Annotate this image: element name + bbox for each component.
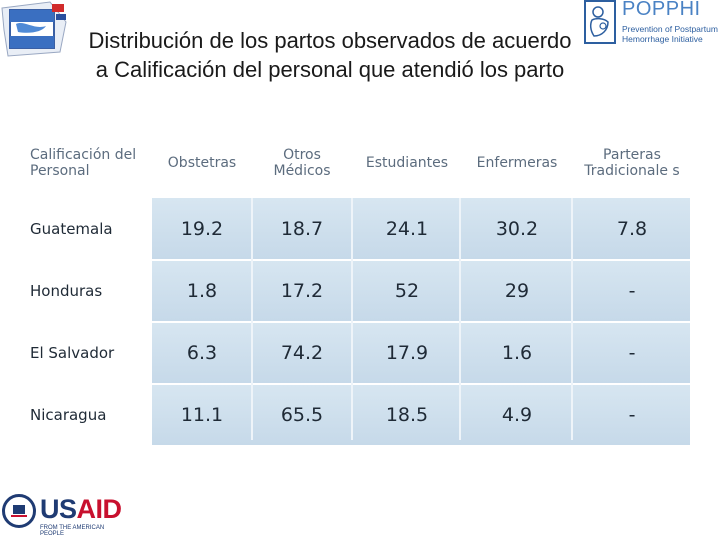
cell: -: [628, 279, 636, 302]
central-america-logo: [0, 0, 70, 58]
cell: -: [628, 341, 636, 364]
usaid-wordmark: USAID: [40, 494, 122, 524]
cell: 18.5: [385, 403, 429, 426]
cell: 7.8: [616, 217, 648, 240]
usaid-tagline: FROM THE AMERICAN PEOPLE: [40, 525, 105, 537]
row-label-bg: [22, 260, 152, 321]
cell: 18.7: [280, 217, 324, 240]
row-label-bg: [22, 384, 152, 445]
cell: 4.9: [501, 403, 533, 426]
cell: 19.2: [180, 217, 224, 240]
cell: 30.2: [495, 217, 539, 240]
cell: 6.3: [186, 341, 218, 364]
row-divider: [22, 259, 690, 261]
cell: 17.9: [385, 341, 429, 364]
row-label-guatemala: Guatemala: [30, 219, 113, 238]
table-row: [152, 198, 690, 259]
popphi-name: POPPHI: [622, 0, 701, 20]
row-label-bg: [22, 198, 152, 259]
cell: 52: [394, 279, 420, 302]
column-divider: [459, 198, 461, 440]
popphi-subtitle: Prevention of Postpartum Hemorrhage Init…: [622, 24, 718, 44]
column-divider: [251, 198, 253, 440]
table-header-row: [22, 128, 690, 198]
cell: 1.6: [501, 341, 533, 364]
table-row: [152, 322, 690, 383]
partos-table: Calificación del Personal Obstetras Otro…: [22, 128, 690, 445]
cell: 11.1: [180, 403, 224, 426]
header-calificacion: Calificación del Personal: [30, 147, 137, 179]
popphi-logo: POPPHI Prevention of Postpartum Hemorrha…: [584, 0, 720, 50]
header-parteras: Parteras Tradicionale s: [584, 147, 680, 179]
cell: 29: [504, 279, 530, 302]
header-enfermeras: Enfermeras: [476, 155, 558, 171]
cell: -: [628, 403, 636, 426]
row-label-honduras: Honduras: [30, 281, 103, 300]
column-divider: [571, 198, 573, 440]
row-divider: [22, 383, 690, 385]
row-label-el-salvador: El Salvador: [30, 343, 115, 362]
cell: 1.8: [186, 279, 218, 302]
row-label-bg: [22, 322, 152, 383]
table-row: [152, 260, 690, 321]
cell: 65.5: [280, 403, 324, 426]
row-divider: [22, 321, 690, 323]
cell: 17.2: [280, 279, 324, 302]
header-otros-medicos: Otros Médicos: [273, 147, 331, 179]
row-label-nicaragua: Nicaragua: [30, 405, 107, 424]
table-row: [152, 384, 690, 445]
cell: 24.1: [385, 217, 429, 240]
slide-title: Distribución de los partos observados de…: [88, 28, 572, 82]
cell: 74.2: [280, 341, 324, 364]
mother-child-icon: [584, 0, 616, 44]
usaid-logo: USAID FROM THE AMERICAN PEOPLE: [0, 494, 126, 540]
header-obstetras: Obstetras: [167, 155, 237, 171]
usaid-seal-icon: [2, 494, 36, 528]
header-estudiantes: Estudiantes: [365, 155, 449, 171]
column-divider: [351, 198, 353, 440]
